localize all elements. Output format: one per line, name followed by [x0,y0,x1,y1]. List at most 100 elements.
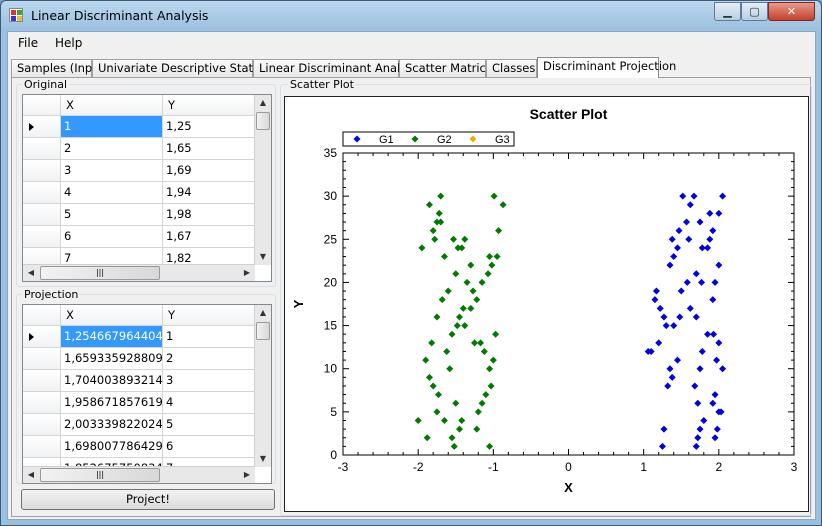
scroll-right-arrow-icon[interactable]: ▶ [243,470,251,479]
scroll-thumb[interactable] [256,322,270,340]
scroll-right-arrow-icon[interactable]: ▶ [243,268,251,277]
data-point-g2 [477,339,485,347]
data-point-g1 [711,278,719,286]
grid-corner[interactable] [23,305,61,326]
data-point-g2 [429,227,437,235]
horizontal-scrollbar[interactable]: ◀ ||| ▶ [23,264,255,281]
scroll-left-arrow-icon[interactable]: ◀ [27,470,35,479]
grid-cell[interactable]: 5 [163,414,255,436]
menu-file[interactable]: File [18,36,39,50]
scroll-up-arrow-icon[interactable]: ▲ [259,98,267,107]
data-point-g2 [425,373,433,381]
grid-cell[interactable]: 1 [61,116,163,138]
grid-cell[interactable]: 1,659335928809... [61,348,163,370]
tab-scatter-matrices[interactable]: Scatter Matrices [399,59,499,78]
data-point-g2 [493,253,501,261]
data-point-g1 [691,382,699,390]
original-grid[interactable]: X Y 1 1,25 2 1,65 3 1,69 4 1,94 5 1,98 6 1,67 7 1,82 … [22,94,272,282]
tab-classes[interactable]: Classes [486,59,537,78]
grid-cell[interactable]: 1,94 [163,182,255,204]
grid-cell[interactable]: 1,254667964404... [61,326,163,348]
grid-cell[interactable]: 5 [61,204,163,226]
x-tick-label: 3 [791,460,798,474]
project-button[interactable]: Project! [21,489,275,510]
data-point-g1 [715,261,723,269]
data-point-g2 [443,347,451,355]
grid-cell[interactable]: 2 [61,138,163,160]
grid-cell[interactable]: 1,958671857619... [61,392,163,414]
vertical-scrollbar[interactable]: ▲ ▼ [254,305,271,467]
column-header-x[interactable]: X [61,95,163,116]
grid-cell[interactable]: 4 [163,392,255,414]
grid-cell[interactable]: 4 [61,182,163,204]
grid-cell[interactable]: 2,003339822024... [61,414,163,436]
row-header[interactable] [23,182,61,204]
row-header[interactable] [23,326,61,348]
grid-cell[interactable]: 1,67 [163,226,255,248]
grid-cell[interactable]: 3 [163,370,255,392]
column-header-y[interactable]: Y [163,95,255,116]
scatter-plot-group-label: Scatter Plot [288,78,356,91]
grid-cell[interactable]: 6 [163,436,255,458]
row-header[interactable] [23,160,61,182]
data-point-g2 [433,218,441,226]
app-icon[interactable] [9,8,23,22]
grid-cell[interactable]: 1,698007786429... [61,436,163,458]
tab-linear-discriminant-analysis[interactable]: Linear Discriminant Analysis [253,59,422,78]
grid-corner[interactable] [23,95,61,116]
row-header[interactable] [23,226,61,248]
row-header[interactable] [23,348,61,370]
horizontal-scrollbar[interactable]: ◀ ||| ▶ [23,466,255,483]
close-button[interactable]: ✕ [768,2,815,21]
scroll-down-arrow-icon[interactable]: ▼ [259,252,267,261]
grid-cell[interactable]: 3 [61,160,163,182]
menu-help[interactable]: Help [55,36,83,50]
y-axis-label: Y [291,299,306,308]
column-header-x[interactable]: X [61,305,163,326]
title-bar[interactable]: Linear Discriminant Analysis ▁ ▢ ✕ [1,1,821,31]
grid-cell[interactable]: 6 [61,226,163,248]
original-group [16,84,276,287]
data-point-g2 [437,218,445,226]
projection-grid[interactable]: X Y 1,254667964404... 1 1,659335928809... 2… [22,304,272,484]
scroll-up-arrow-icon[interactable]: ▲ [259,308,267,317]
grid-cell[interactable]: 1,98 [163,204,255,226]
minimize-button[interactable]: ▁ [714,2,741,21]
grid-cell[interactable]: 1,69 [163,160,255,182]
data-point-g2 [488,261,496,269]
data-point-g2 [448,434,456,442]
data-point-g1 [696,365,704,373]
row-header[interactable] [23,138,61,160]
row-header[interactable] [23,116,61,138]
data-point-g2 [484,270,492,278]
grid-cell[interactable]: 1,25 [163,116,255,138]
row-header[interactable] [23,414,61,436]
grid-cell[interactable]: 1,65 [163,138,255,160]
scroll-thumb[interactable] [256,112,270,130]
row-header[interactable] [23,436,61,458]
legend-marker-g2 [411,135,419,143]
scroll-left-arrow-icon[interactable]: ◀ [27,268,35,277]
row-header[interactable] [23,392,61,414]
data-point-g2 [473,425,481,433]
tab-univariate-statistics[interactable]: Univariate Descriptive Statistics [92,59,282,78]
grid-cell[interactable]: 1 [163,326,255,348]
data-point-g2 [418,244,426,252]
data-point-g1 [692,313,700,321]
vertical-scrollbar[interactable]: ▲ ▼ [254,95,271,265]
scatter-plot-chart[interactable]: Scatter Plot-3 -2 -1 0 1 2 305101520253035XYG1… [285,97,808,511]
row-header[interactable] [23,370,61,392]
scroll-thumb-horizontal[interactable]: ||| [40,468,160,482]
column-header-y[interactable]: Y [163,305,255,326]
maximize-button[interactable]: ▢ [741,2,768,21]
tab-samples-input[interactable]: Samples (Input) [11,59,109,78]
scroll-down-arrow-icon[interactable]: ▼ [259,454,267,463]
data-point-g1 [655,339,663,347]
grid-cell[interactable]: 2 [163,348,255,370]
grid-cell[interactable]: 1,704003893214... [61,370,163,392]
scroll-thumb-horizontal[interactable]: ||| [40,266,160,280]
tab-discriminant-projection[interactable]: Discriminant Projection [537,57,676,78]
scatter-plot-panel[interactable]: Scatter Plot -3 -2 -1 0 1 2 3 0 5 10 15 20 25 30 35 X Y G1… [284,96,809,512]
row-header[interactable] [23,204,61,226]
